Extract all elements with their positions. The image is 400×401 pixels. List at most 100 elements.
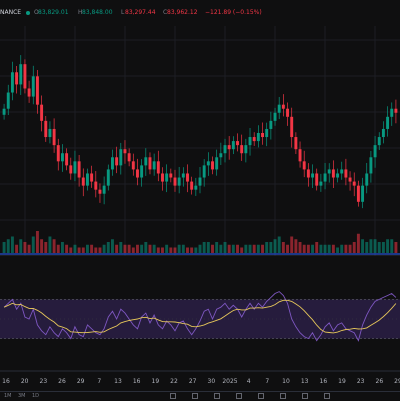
time-axis[interactable]: 16 20 23 26 29 7 13 16 19 22 27 30 2025 4 7 10 13 16 19 23 2… xyxy=(0,373,400,391)
volume-bar xyxy=(336,247,340,253)
low-label: L xyxy=(121,9,125,16)
volume-bar xyxy=(81,247,85,253)
volume-bar xyxy=(361,239,365,253)
volume-bar xyxy=(23,242,27,253)
candle-body xyxy=(206,161,210,166)
open-label: O xyxy=(34,9,39,16)
magnet-icon[interactable] xyxy=(302,393,308,399)
candle-body xyxy=(352,181,356,186)
volume-bar xyxy=(44,242,48,253)
trend-line-icon[interactable] xyxy=(192,393,198,399)
volume-bar xyxy=(156,247,160,253)
time-axis-label: 13 xyxy=(300,378,309,385)
candle-body xyxy=(198,177,202,186)
volume-bar xyxy=(194,247,198,253)
candle-body xyxy=(94,181,98,190)
candle-body xyxy=(52,128,56,146)
candle-body xyxy=(261,133,264,138)
rsi-indicator-pane[interactable] xyxy=(0,0,400,373)
candle-body xyxy=(6,92,10,109)
candle-body xyxy=(373,145,377,158)
volume-bar xyxy=(165,244,169,253)
candle-body xyxy=(131,161,135,170)
candle-body xyxy=(56,145,60,162)
close-label: C xyxy=(163,9,168,16)
range-1m-button[interactable]: 1M xyxy=(4,393,12,399)
candle-body xyxy=(273,112,277,121)
volume-bar xyxy=(273,239,277,253)
time-axis-label: 19 xyxy=(338,378,346,385)
zoom-icon[interactable] xyxy=(280,393,286,399)
candle-body xyxy=(323,173,327,182)
candle-body xyxy=(394,108,398,113)
time-axis-label: 7 xyxy=(97,378,102,385)
candle-body xyxy=(40,104,44,121)
range-1d-button[interactable]: 1D xyxy=(32,393,40,399)
candle-body xyxy=(173,177,177,186)
candle-body xyxy=(244,145,248,154)
time-axis-label: 16 xyxy=(319,378,328,385)
candle-body xyxy=(294,137,298,150)
volume-bar xyxy=(290,236,294,253)
volume-bar xyxy=(277,236,281,253)
candle-body xyxy=(202,165,206,178)
measure-icon[interactable] xyxy=(258,393,264,399)
candle-body xyxy=(177,177,181,186)
candle-body xyxy=(73,161,77,174)
volume-bar xyxy=(2,242,6,253)
brush-icon[interactable] xyxy=(236,393,242,399)
volume-bar xyxy=(161,247,164,253)
candle-body xyxy=(240,145,244,154)
candle-body xyxy=(265,128,269,138)
candle-body xyxy=(27,88,31,97)
volume-bar xyxy=(85,244,89,253)
volume-bar xyxy=(215,242,219,253)
market-status-icon xyxy=(26,11,30,15)
candle-body xyxy=(85,173,89,186)
volume-bar xyxy=(286,244,289,253)
volume-bar xyxy=(373,239,377,253)
lock-icon[interactable] xyxy=(324,393,330,399)
candle-body xyxy=(15,72,19,85)
volume-bar xyxy=(90,244,94,253)
candle-body xyxy=(277,104,281,113)
candle-body xyxy=(98,189,102,194)
volume-bar xyxy=(269,242,273,253)
candle-body xyxy=(156,161,160,174)
candle-body xyxy=(60,153,64,162)
candle-body xyxy=(281,104,285,109)
candle-body xyxy=(269,120,273,129)
range-3m-button[interactable]: 3M xyxy=(18,393,26,399)
candle-body xyxy=(115,157,119,166)
volume-bar xyxy=(340,244,344,253)
candle-body xyxy=(302,161,306,170)
candle-body xyxy=(119,149,123,166)
volume-bar xyxy=(35,231,39,253)
text-icon[interactable] xyxy=(214,393,220,399)
volume-bar xyxy=(219,244,223,253)
candle-body xyxy=(106,169,110,186)
volume-bar xyxy=(348,244,352,253)
candle-body xyxy=(111,157,114,170)
candle-body xyxy=(365,173,369,186)
candle-body xyxy=(136,169,139,178)
candle-body xyxy=(248,137,252,146)
price-chart[interactable] xyxy=(0,0,400,256)
candle-body xyxy=(340,169,344,174)
volume-bar xyxy=(98,247,102,253)
time-axis-label: 23 xyxy=(39,378,48,385)
candle-body xyxy=(10,72,14,93)
volume-bar xyxy=(211,244,214,253)
time-axis-label: 4 xyxy=(246,378,251,385)
volume-bar xyxy=(256,244,260,253)
volume-bar xyxy=(10,236,14,253)
time-axis-label: 26 xyxy=(58,378,66,385)
time-axis-label: 16 xyxy=(2,378,10,385)
volume-bar xyxy=(240,247,244,253)
cursor-icon[interactable] xyxy=(170,393,176,399)
volume-bar xyxy=(248,244,252,253)
volume-bar xyxy=(281,242,285,253)
candle-body xyxy=(23,64,27,89)
time-axis-label: 22 xyxy=(170,378,178,385)
volume-bar xyxy=(131,247,135,253)
